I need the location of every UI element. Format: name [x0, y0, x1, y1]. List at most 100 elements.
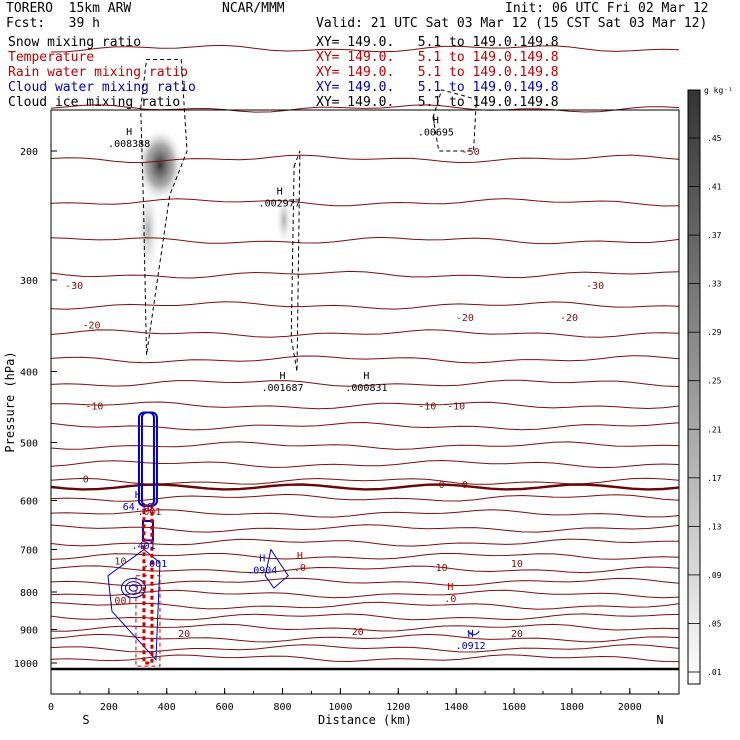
ice-contour-mid	[290, 150, 301, 372]
isotherm	[50, 493, 680, 502]
temperature-label: 20	[511, 629, 523, 640]
temperature-label: 20	[178, 629, 190, 640]
cloud-water-blob	[264, 548, 289, 589]
isotherm	[50, 601, 680, 610]
colorbar-tick-label: .41	[707, 183, 722, 192]
contour-label: .401	[132, 541, 156, 552]
isotherm	[50, 524, 680, 533]
endpoint-right: N	[656, 713, 663, 727]
x-tick-label: 1400	[444, 702, 468, 713]
isotherm	[50, 577, 680, 587]
extremum-value: .008388	[108, 139, 150, 150]
colorbar-tick-label: .29	[707, 328, 722, 337]
extremum-marker: H	[280, 371, 286, 382]
contour-label: .001	[143, 559, 167, 570]
cloud-water-small	[467, 630, 480, 636]
x-tick-label: 0	[48, 702, 54, 713]
isotherm	[50, 270, 680, 279]
ice-contour-right	[432, 89, 477, 152]
rain-column-outer	[135, 575, 161, 667]
colorbar-tick-label: .01	[707, 668, 722, 677]
isotherm	[50, 104, 680, 113]
temperature-label: 0	[439, 480, 445, 491]
cloud-water-column-mid	[141, 520, 154, 542]
colorbar-fill	[687, 89, 701, 685]
extremum-value: .0	[294, 563, 306, 574]
temperature-label: -10	[447, 401, 465, 412]
extremum-marker: H	[433, 115, 439, 126]
field-name-snow: Snow mixing ratio	[8, 35, 142, 50]
axes: 0 200 400 600 800 1000 1200 1400 1600 1800 2000200…	[14, 147, 660, 713]
temperature-label: 10	[511, 559, 523, 570]
extremum-value: .001687	[261, 383, 303, 394]
field-xy-temperature: XY= 149.0. 5.1 to 149.0.149.8	[316, 50, 559, 65]
extremum-label: H64.16	[123, 490, 153, 513]
isotherm	[50, 355, 680, 364]
plot-frame	[50, 109, 680, 695]
isotherm	[50, 379, 680, 387]
colorbar-tick-label: .13	[707, 522, 722, 531]
contour-label: .001	[108, 596, 132, 607]
isotherm	[50, 509, 680, 518]
y-tick-label: 600	[20, 496, 38, 507]
field-xy-rain: XY= 149.0. 5.1 to 149.0.149.8	[316, 65, 559, 80]
x-tick-label: 1000	[328, 702, 352, 713]
isotherm	[50, 538, 680, 547]
extremum-label: H.002977	[259, 186, 301, 209]
x-axis-label: Distance (km)	[318, 713, 412, 727]
extremum-marker: H	[126, 127, 132, 138]
temperature-label: -10	[85, 401, 103, 412]
isotherm-zero	[50, 483, 680, 491]
extremum-value: .00695	[418, 127, 454, 138]
chart-labels: -50 -30 -30 -20 -20 -20 -10 -10 -10 0 0 0 10 10 10 20 20…	[65, 115, 604, 652]
temperature-label: 20	[352, 627, 364, 638]
snow-trail-large	[136, 182, 160, 278]
valid-time: Valid: 21 UTC Sat 03 Mar 12 (15 CST Sat …	[316, 16, 708, 31]
x-tick-label: 2000	[618, 702, 642, 713]
isotherm	[50, 401, 680, 410]
x-tick-label: 800	[273, 702, 291, 713]
extremum-marker: H	[277, 186, 283, 197]
temperature-label: -20	[82, 320, 100, 331]
extremum-label: H.0	[294, 551, 306, 574]
extremum-marker: H	[259, 553, 265, 564]
extremum-label: H.000831	[345, 371, 387, 394]
init-time: Init: 06 UTC Fri 02 Mar 12	[505, 1, 709, 16]
x-tick-label: 200	[100, 702, 118, 713]
y-tick-label: 500	[20, 438, 38, 449]
colorbar-tick-label: .09	[707, 571, 722, 580]
temperature-label: 10	[436, 563, 448, 574]
cloud-water-ring	[128, 584, 138, 592]
forecast-hour: Fcst: 39 h	[6, 16, 100, 31]
field-xy-cloud-water: XY= 149.0. 5.1 to 149.0.149.8	[316, 80, 559, 95]
isotherm	[50, 613, 680, 621]
snow-core-small	[275, 192, 293, 248]
isotherm	[50, 644, 680, 653]
isotherm	[50, 565, 680, 574]
colorbar-tick-label: .05	[707, 619, 722, 628]
colorbar-tick-label: .17	[707, 474, 722, 483]
temperature-label: 0	[83, 475, 89, 486]
extremum-label: H.0904	[247, 553, 277, 576]
field-xy-cloud-ice: XY= 149.0. 5.1 to 149.0.149.8	[316, 95, 559, 110]
isotherm	[50, 459, 680, 469]
rain-column-core	[142, 504, 154, 665]
extremum-value: .0904	[247, 565, 277, 576]
extremum-label: H.0912	[456, 629, 486, 652]
snow-shading	[136, 127, 293, 278]
isotherm	[50, 44, 680, 53]
colorbar-tick-label: .25	[707, 377, 722, 386]
x-tick-label: 1800	[560, 702, 584, 713]
colorbar-tick-label: .37	[707, 231, 722, 240]
isotherm	[50, 236, 680, 245]
colorbar-tick-label: .45	[707, 134, 722, 143]
isotherm	[50, 552, 680, 560]
isotherm	[50, 154, 680, 164]
y-tick-label: 200	[20, 147, 38, 158]
temperature-label: -20	[560, 313, 578, 324]
colorbar-tick-label: .33	[707, 280, 722, 289]
extremum-marker: H	[447, 582, 453, 593]
temperature-label: 10	[114, 557, 126, 568]
extremum-value: .000831	[345, 383, 387, 394]
